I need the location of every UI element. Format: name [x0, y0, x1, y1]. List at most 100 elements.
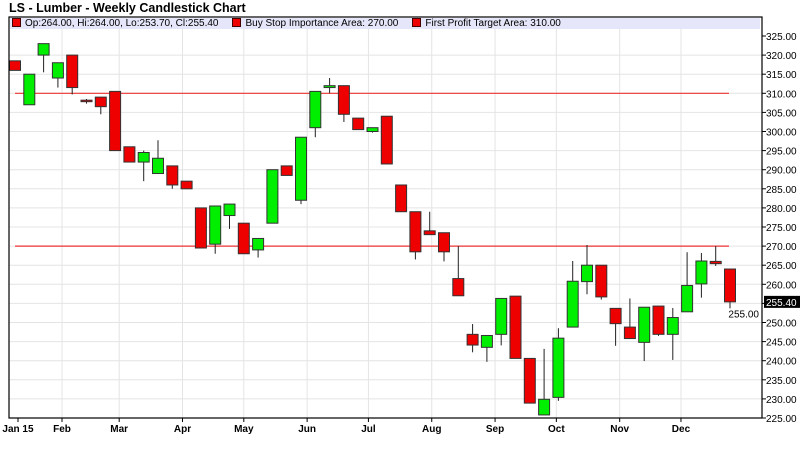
y-tick-label: 270.00	[766, 242, 797, 253]
candle-body	[638, 306, 651, 343]
y-tick-label: 285.00	[766, 185, 797, 196]
candle-body	[80, 99, 93, 103]
y-tick-label: 305.00	[766, 108, 797, 119]
legend: Op:264.00, Hi:264.00, Lo:253.70, Cl:255.…	[12, 18, 752, 29]
candle-body	[94, 96, 107, 108]
candle-body	[323, 85, 336, 89]
y-tick-label: 265.00	[766, 261, 797, 272]
y-tick-label: 295.00	[766, 147, 797, 158]
x-tick-label: Feb	[53, 424, 71, 435]
x-tick-label: Mar	[110, 424, 128, 435]
candle-body	[423, 230, 436, 236]
candle-body	[709, 260, 722, 265]
candle-body	[266, 169, 279, 224]
candle-body	[623, 326, 636, 340]
candle-body	[252, 237, 265, 251]
last-price-label: 255.40	[766, 298, 797, 309]
candle-body	[724, 268, 736, 303]
candle-body	[66, 54, 79, 89]
y-tick-label: 275.00	[766, 223, 797, 234]
candle-body	[152, 157, 164, 175]
candle-body	[280, 165, 293, 176]
y-tick-label: 310.00	[766, 89, 797, 100]
y-tick-label: 225.00	[766, 414, 797, 425]
candle-body	[581, 264, 593, 283]
candle-body	[337, 85, 350, 115]
candle-body	[695, 260, 708, 285]
legend-label: First Profit Target Area: 310.00	[425, 18, 561, 29]
candle-body	[209, 205, 222, 245]
x-tick-label: Sep	[486, 424, 504, 435]
last-price-box	[764, 295, 800, 308]
legend-label: Buy Stop Importance Area: 270.00	[245, 18, 399, 29]
candle-body	[495, 297, 508, 335]
candle-body	[37, 43, 50, 56]
candle-body	[23, 73, 36, 106]
x-tick-label: Nov	[610, 424, 629, 435]
candle-body	[552, 337, 565, 398]
candle-body	[109, 90, 122, 152]
x-tick-label: Jun	[298, 424, 316, 435]
candle-body	[595, 264, 608, 298]
candle-body	[137, 152, 150, 163]
candle-body	[480, 334, 493, 348]
candle-body	[352, 117, 365, 131]
legend-item-buy-stop: Buy Stop Importance Area: 270.00	[232, 18, 398, 29]
candle-body	[395, 184, 408, 213]
y-tick-label: 300.00	[766, 128, 797, 139]
candle-body	[523, 357, 536, 404]
plot-frame	[8, 16, 763, 419]
legend-item-profit-target: First Profit Target Area: 310.00	[412, 18, 561, 29]
y-tick-label: 250.00	[766, 319, 797, 330]
candle-body	[9, 60, 21, 71]
x-tick-label: Oct	[548, 424, 565, 435]
y-tick-label: 315.00	[766, 70, 797, 81]
candle-body	[309, 90, 322, 129]
y-tick-label: 290.00	[766, 166, 797, 177]
legend-swatch	[412, 18, 422, 27]
legend-item-ohlc: Op:264.00, Hi:264.00, Lo:253.70, Cl:255.…	[12, 18, 218, 29]
candle-body	[609, 307, 622, 325]
candle-body	[666, 317, 679, 335]
legend-swatch	[232, 18, 242, 27]
candle-body	[566, 280, 579, 328]
y-tick-label: 230.00	[766, 395, 797, 406]
candle-body	[652, 305, 665, 335]
y-tick-label: 235.00	[766, 376, 797, 387]
legend-label: Op:264.00, Hi:264.00, Lo:253.70, Cl:255.…	[25, 18, 219, 29]
candle-body	[681, 284, 694, 313]
candle-body	[438, 232, 450, 253]
y-tick-label: 245.00	[766, 338, 797, 349]
legend-background	[10, 18, 760, 29]
plot-area	[9, 17, 762, 418]
candle-body	[166, 165, 179, 186]
y-tick-label: 240.00	[766, 357, 797, 368]
candle-body	[380, 115, 393, 165]
candle-body	[180, 180, 193, 190]
candle-body	[366, 127, 379, 133]
candle-body	[123, 146, 136, 163]
legend-swatch	[12, 18, 21, 27]
x-tick-label: Dec	[672, 424, 691, 435]
candle-body	[538, 398, 551, 416]
candle-body	[51, 62, 64, 79]
y-tick-label: 325.00	[766, 32, 797, 43]
chart-title: LS - Lumber - Weekly Candlestick Chart	[9, 1, 246, 15]
candle-body	[295, 136, 307, 201]
y-tick-label: 320.00	[766, 51, 797, 62]
candle-body	[409, 211, 422, 253]
x-tick-label: Jul	[361, 424, 376, 435]
y-tick-label: 280.00	[766, 204, 797, 215]
x-tick-label: Aug	[422, 424, 441, 435]
y-tick-label: 260.00	[766, 280, 797, 291]
x-tick-label: May	[234, 424, 254, 435]
x-tick-label: Jan 15	[2, 424, 34, 435]
candle-body	[452, 278, 465, 297]
candle-body	[194, 207, 207, 249]
candle-body	[223, 203, 236, 217]
x-tick-label: Apr	[174, 424, 191, 435]
candle-body	[509, 295, 522, 359]
candle-body	[466, 333, 479, 346]
y-tick-label: 255.00	[728, 309, 759, 320]
